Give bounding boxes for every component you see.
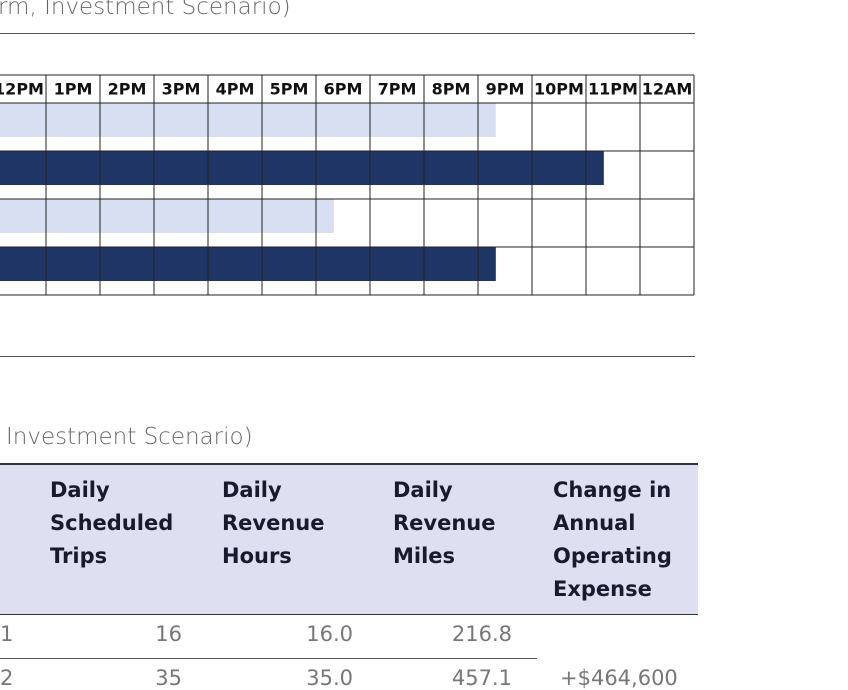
column-label: 9PM	[486, 80, 525, 99]
column-label: 1PM	[54, 80, 93, 99]
cell: 35.0	[306, 666, 353, 690]
section-title: Investment Scenario)	[6, 424, 253, 450]
column-label: 10PM	[534, 80, 584, 99]
cell: 35	[155, 666, 182, 690]
gantt: 12PM 1PM 2PM 3PM 4PM 5PM 6PM 7PM 8PM 9PM 10PM11PM1…	[0, 74, 695, 296]
column-label: 6PM	[324, 80, 363, 99]
bar	[0, 199, 334, 233]
column-label: 3PM	[162, 80, 201, 99]
cell: 2	[0, 666, 14, 690]
bar	[0, 247, 496, 281]
cell: 16.0	[306, 622, 353, 646]
rule	[0, 658, 537, 659]
rule	[0, 356, 695, 357]
bar	[0, 103, 496, 137]
cell: 1	[0, 622, 14, 646]
column-label: 7PM	[378, 80, 417, 99]
cell: 216.8	[451, 622, 512, 646]
column-label: 12AM	[642, 80, 693, 99]
bar	[0, 151, 604, 185]
column-label: 4PM	[216, 80, 255, 99]
column-label: 5PM	[270, 80, 309, 99]
column-header: Daily Revenue Hours	[222, 478, 325, 568]
column-label: 2PM	[108, 80, 147, 99]
cell: 16	[155, 622, 182, 646]
column-header: Daily Revenue Miles	[393, 478, 496, 568]
column-label: 12PM	[0, 80, 44, 99]
rule	[0, 33, 695, 34]
column-label: 11PM	[588, 80, 638, 99]
column-header: Daily Scheduled Trips	[50, 478, 174, 568]
column-label: 8PM	[432, 80, 471, 99]
title: rm, Investment Scenario)	[0, 0, 291, 20]
cell: +$464,600	[560, 666, 678, 690]
table-header	[0, 463, 698, 615]
column-header: Change in Annual Operating Expense	[553, 478, 672, 601]
cell: 457.1	[451, 666, 512, 690]
